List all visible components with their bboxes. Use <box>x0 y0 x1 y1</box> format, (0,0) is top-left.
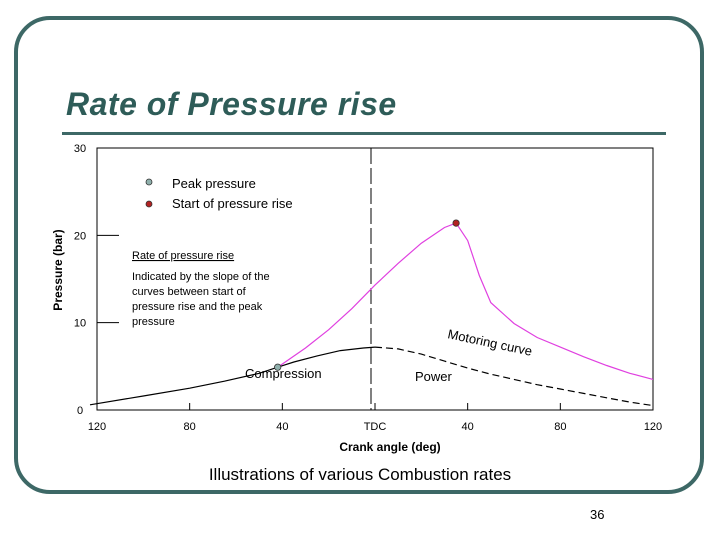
y-tick-label: 10 <box>74 318 86 330</box>
y-tick-label: 20 <box>74 230 86 242</box>
x-tick-label: 40 <box>462 421 474 433</box>
page-number: 36 <box>590 507 605 522</box>
x-axis-title: Crank angle (deg) <box>339 440 440 454</box>
x-tick-label: 120 <box>88 421 106 433</box>
power-label: Power <box>415 369 453 384</box>
x-tick-label: 80 <box>554 421 566 433</box>
y-axis-title: Pressure (bar) <box>51 229 65 310</box>
marker-peak_pressure <box>452 219 460 227</box>
x-tick-label: TDC <box>364 421 387 433</box>
rate-note-line-3: pressure rise and the peak <box>132 301 263 313</box>
series-compression-line <box>89 346 376 406</box>
rate-note-line-2: curves between start of <box>132 286 247 298</box>
rate-heading: Rate of pressure rise <box>132 250 234 262</box>
slide-frame <box>14 16 704 494</box>
legend-label-start: Start of pressure rise <box>172 196 293 211</box>
motoring-label: Motoring curve <box>446 326 533 359</box>
y-tick-label: 30 <box>74 143 86 155</box>
marker-start_of_pressure_rise <box>274 363 282 371</box>
y-axis: 0 10 20 30 <box>74 143 119 417</box>
legend-label-peak: Peak pressure <box>172 176 256 191</box>
x-tick-label: 40 <box>276 421 288 433</box>
x-tick-label: 120 <box>644 421 662 433</box>
x-axis: 120 80 40 TDC 40 80 120 <box>88 403 662 433</box>
y-tick-label: 0 <box>77 405 83 417</box>
rate-note-line-4: pressure <box>132 316 175 328</box>
slide-caption: Illustrations of various Combustion rate… <box>208 465 512 484</box>
rate-note-line-1: Indicated by the slope of the <box>132 271 270 283</box>
series-combustion-line <box>277 222 654 380</box>
compression-label: Compression <box>245 366 322 381</box>
x-tick-label: 80 <box>184 421 196 433</box>
title-underline <box>62 132 666 135</box>
marker-group <box>274 219 460 371</box>
legend-swatch-start <box>145 200 153 208</box>
slide-title: Rate of Pressure rise <box>66 86 397 122</box>
series-motoring-line <box>374 346 654 407</box>
legend-swatch-peak <box>145 178 153 186</box>
